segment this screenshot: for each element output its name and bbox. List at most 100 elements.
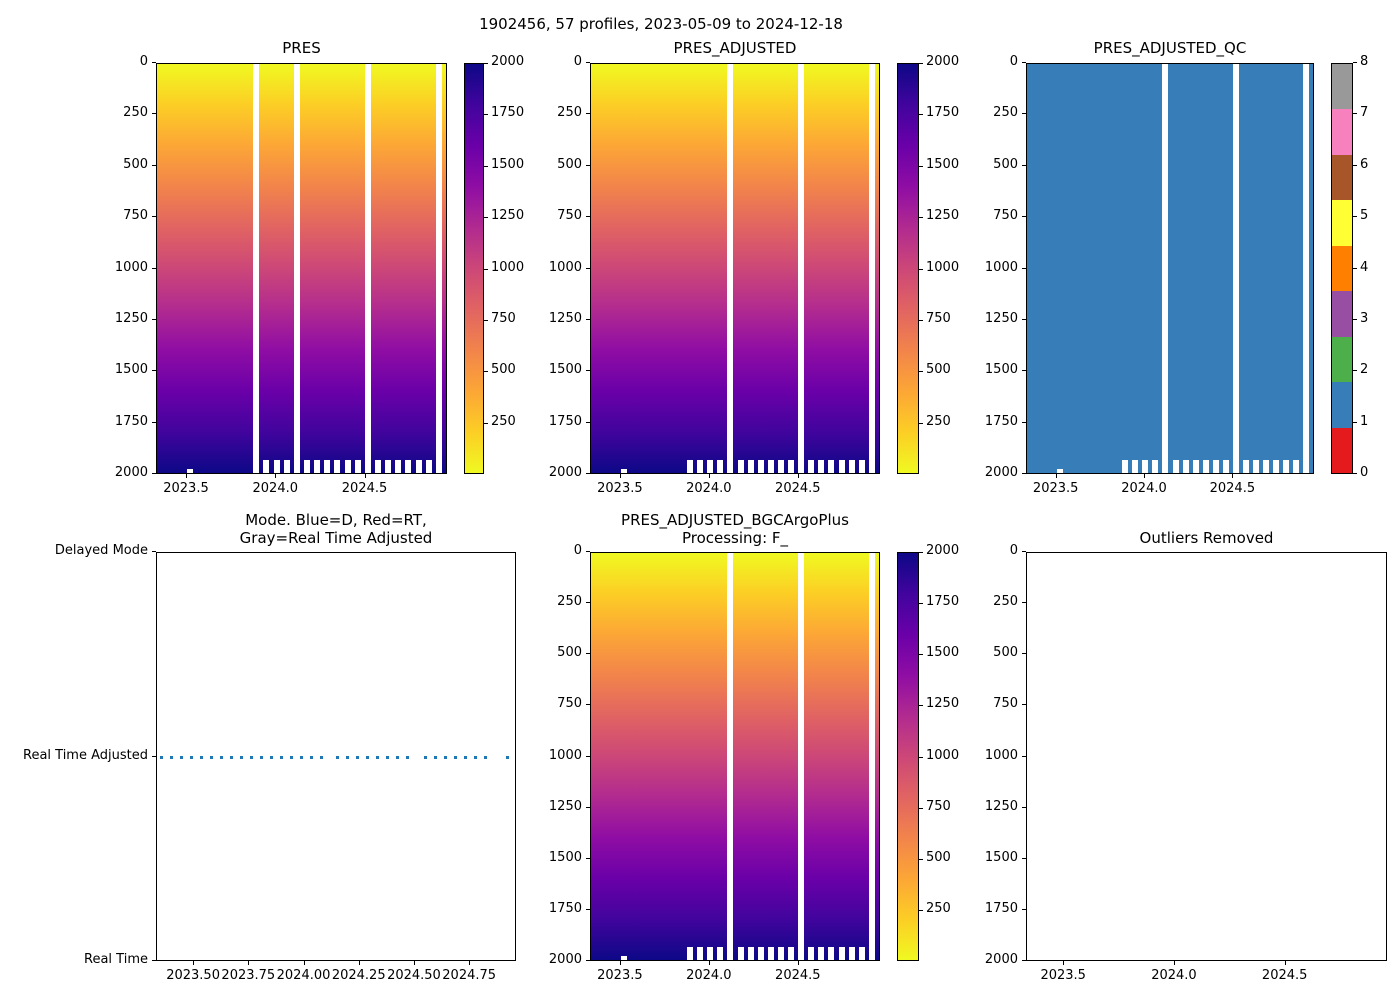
- y-axis-tick: [586, 960, 590, 961]
- y-axis-tick: [586, 319, 590, 320]
- y-axis-tick: [1022, 473, 1026, 474]
- shallow-profile-gap: [818, 947, 825, 960]
- shallow-profile-gap: [354, 460, 361, 473]
- shallow-profile-gap: [818, 460, 825, 473]
- colorbar-tick-label: 1000: [926, 259, 960, 275]
- colorbar-tick-label: 1: [1360, 413, 1369, 429]
- x-axis-tick-label: 2024.5: [775, 968, 821, 983]
- y-axis-tick-label: 2000: [548, 952, 582, 967]
- colorbar-tick-label: 750: [926, 798, 951, 814]
- y-axis-tick-label: 1250: [548, 798, 582, 814]
- slightly-shallow-profile-gap: [1057, 469, 1064, 473]
- y-axis-tick-label: 2000: [114, 465, 148, 480]
- y-axis-tick: [586, 704, 590, 705]
- y-axis-tick-label: 1750: [984, 413, 1018, 429]
- y-axis-tick-label: 0: [139, 54, 148, 69]
- qc-colorbar-segment: [1332, 245, 1352, 292]
- x-axis-tick: [798, 961, 799, 965]
- y-axis-tick-label: 1250: [548, 310, 582, 326]
- mode-dotted-line-segment: [336, 755, 412, 759]
- y-axis-tick: [152, 62, 156, 63]
- y-axis-tick: [586, 551, 590, 552]
- x-axis-tick-label: 2024.00: [276, 968, 331, 983]
- shallow-profile-gap: [1142, 460, 1149, 473]
- y-axis-tick: [586, 422, 590, 423]
- colorbar-tick: [484, 371, 488, 372]
- shallow-profile-gap: [405, 460, 412, 473]
- mode-dotted-line-segment: [160, 755, 324, 759]
- x-axis-tick-label: 2023.5: [1040, 968, 1086, 983]
- shallow-profile-gap: [697, 460, 704, 473]
- colorbar-tick-label: 1500: [926, 645, 960, 661]
- shallow-profile-gap: [707, 947, 714, 960]
- x-axis-tick: [1285, 961, 1286, 965]
- pres-colorbar: [464, 63, 484, 474]
- y-axis-tick-label: 250: [993, 594, 1018, 610]
- colorbar-tick-label: 1250: [926, 208, 960, 224]
- colorbar-tick-label: 1000: [491, 259, 525, 275]
- qc-colorbar-segment: [1332, 382, 1352, 428]
- y-axis-tick-label: 1500: [984, 849, 1018, 865]
- x-axis-tick-label: 2024.75: [442, 968, 497, 983]
- missing-profile-gap: [798, 553, 805, 960]
- mode-plot: [156, 552, 516, 961]
- shallow-profile-gap: [737, 460, 744, 473]
- colorbar-tick: [919, 114, 923, 115]
- y-axis-tick-label: 1750: [548, 413, 582, 429]
- x-axis-tick: [469, 961, 470, 965]
- y-axis-tick-label: 500: [993, 645, 1018, 661]
- y-axis-tick: [1022, 113, 1026, 114]
- missing-profile-gap: [435, 64, 442, 473]
- shallow-profile-gap: [788, 947, 795, 960]
- colorbar-tick: [484, 63, 488, 64]
- colorbar-tick: [919, 859, 923, 860]
- y-axis-tick-label: Real Time Adjusted: [23, 747, 148, 763]
- shallow-profile-gap: [757, 460, 764, 473]
- colorbar-tick: [1353, 62, 1357, 63]
- qc-colorbar: [1331, 63, 1353, 474]
- colorbar-tick: [484, 114, 488, 115]
- x-axis-tick: [248, 961, 249, 965]
- shallow-profile-gap: [757, 947, 764, 960]
- y-axis-tick: [1022, 370, 1026, 371]
- shallow-profile-gap: [1222, 460, 1229, 473]
- shallow-profile-gap: [788, 460, 795, 473]
- y-axis-tick: [1022, 268, 1026, 269]
- colorbar-tick: [484, 320, 488, 321]
- colorbar-tick-label: 1750: [926, 594, 960, 610]
- colorbar-tick: [919, 808, 923, 809]
- colorbar-tick-label: 1750: [926, 105, 960, 121]
- y-axis-tick-label: 1750: [548, 900, 582, 916]
- colorbar-tick-label: 7: [1360, 105, 1369, 121]
- colorbar-tick: [484, 166, 488, 167]
- slightly-shallow-profile-gap: [187, 469, 194, 473]
- y-axis-tick-label: Delayed Mode: [54, 543, 148, 558]
- shallow-profile-gap: [385, 460, 392, 473]
- colorbar-tick-label: 0: [1360, 465, 1369, 480]
- y-axis-tick-label: 1250: [984, 310, 1018, 326]
- missing-profile-gap: [1162, 64, 1169, 473]
- pres-heatmap: [156, 63, 447, 474]
- x-axis-tick: [414, 961, 415, 965]
- y-axis-tick: [586, 370, 590, 371]
- x-axis-tick: [275, 474, 276, 478]
- y-axis-tick: [152, 422, 156, 423]
- shallow-profile-gap: [314, 460, 321, 473]
- colorbar-tick: [919, 910, 923, 911]
- panel-qc-title: PRES_ADJUSTED_QC: [1093, 39, 1247, 57]
- colorbar-tick-label: 8: [1360, 54, 1369, 69]
- colorbar-tick-label: 6: [1360, 156, 1369, 172]
- colorbar-tick-label: 5: [1360, 208, 1369, 224]
- y-axis-tick-label: 500: [123, 156, 148, 172]
- y-axis-tick-label: 1750: [984, 900, 1018, 916]
- x-axis-tick: [193, 961, 194, 965]
- panel-outliers-title: Outliers Removed: [1139, 529, 1274, 547]
- colorbar-tick-label: 250: [491, 413, 516, 429]
- shallow-profile-gap: [425, 460, 432, 473]
- colorbar-tick-label: 2000: [926, 543, 960, 558]
- y-axis-tick-label: 2000: [984, 952, 1018, 967]
- y-axis-tick: [1022, 807, 1026, 808]
- y-axis-tick: [1022, 602, 1026, 603]
- x-axis-tick: [1144, 474, 1145, 478]
- x-axis-tick-label: 2024.5: [341, 481, 388, 496]
